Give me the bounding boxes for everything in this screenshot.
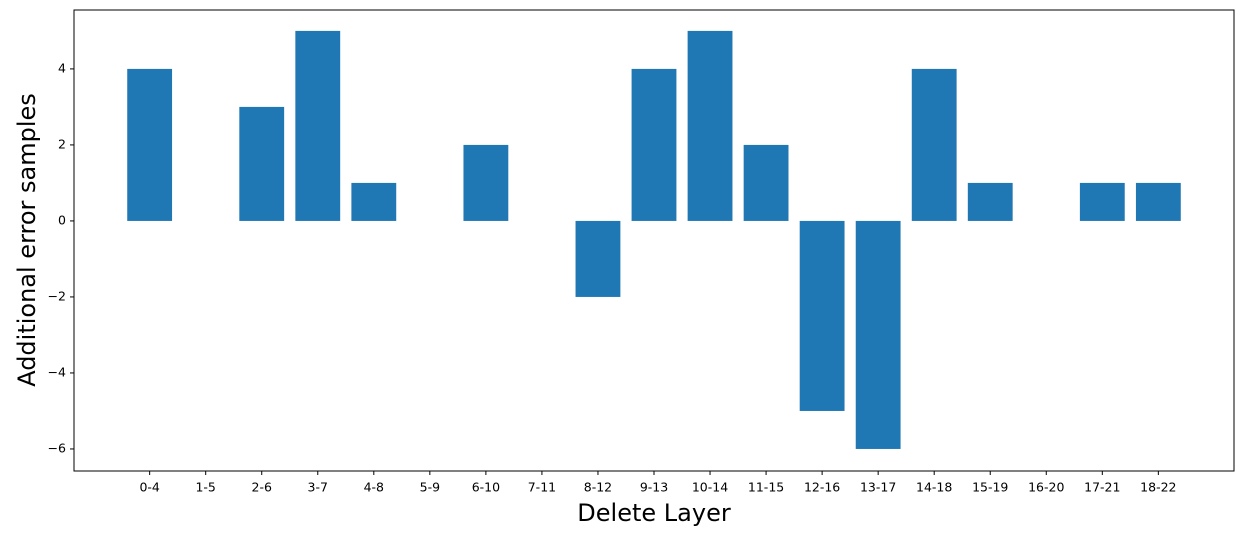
bar [911, 68, 957, 221]
bar [351, 182, 397, 221]
y-tick-label: −4 [48, 364, 66, 379]
x-tick-label: 14-18 [916, 480, 952, 495]
y-tick-label: −2 [48, 288, 66, 303]
y-tick-label: 0 [58, 212, 66, 227]
plot-frame [73, 9, 1235, 472]
bar [1079, 182, 1125, 221]
x-tick-label: 10-14 [692, 480, 728, 495]
bar [855, 220, 901, 449]
x-tick-label: 5-9 [420, 480, 440, 495]
x-tick-label: 18-22 [1140, 480, 1176, 495]
x-tick-label: 4-8 [364, 480, 384, 495]
x-tick-label: 3-7 [308, 480, 328, 495]
bar [463, 144, 509, 221]
bar [687, 30, 733, 221]
bar [799, 220, 845, 411]
x-tick-label: 15-19 [972, 480, 1008, 495]
x-tick-label: 2-6 [252, 480, 272, 495]
y-axis-label: Additional error samples [13, 93, 41, 387]
x-tick-label: 7-11 [528, 480, 556, 495]
x-tick-label: 0-4 [139, 480, 159, 495]
bar [967, 182, 1013, 221]
x-tick-label: 16-20 [1028, 480, 1064, 495]
x-tick-label: 9-13 [640, 480, 668, 495]
bar [295, 30, 341, 221]
bar [631, 68, 677, 221]
bar [239, 106, 285, 221]
bar [1135, 182, 1181, 221]
y-tick-label: −6 [48, 440, 66, 455]
bar [743, 144, 789, 221]
x-tick-label: 11-15 [748, 480, 784, 495]
x-tick-label: 1-5 [195, 480, 215, 495]
bar [575, 220, 621, 297]
x-tick-label: 17-21 [1084, 480, 1120, 495]
x-tick-label: 12-16 [804, 480, 840, 495]
x-tick-label: 13-17 [860, 480, 896, 495]
bar [127, 68, 173, 221]
x-tick-label: 8-12 [584, 480, 612, 495]
x-axis-label: Delete Layer [577, 499, 731, 527]
x-tick-label: 6-10 [472, 480, 500, 495]
y-tick-label: 4 [58, 60, 66, 75]
y-tick-label: 2 [58, 136, 66, 151]
